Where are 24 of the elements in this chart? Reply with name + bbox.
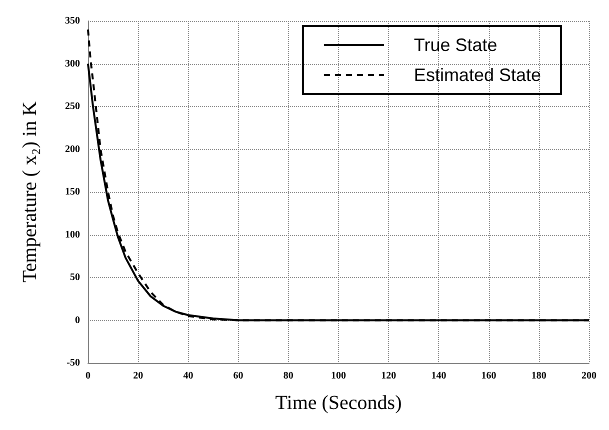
x-tick-label: 100 bbox=[331, 370, 346, 382]
y-tick-label: 250 bbox=[65, 101, 80, 112]
x-tick-label: 160 bbox=[481, 370, 496, 382]
y-tick-label: 100 bbox=[65, 229, 80, 240]
y-tick-label: 200 bbox=[65, 144, 80, 155]
y-tick-label: 50 bbox=[70, 272, 80, 283]
y-tick-label: -50 bbox=[66, 358, 80, 368]
y-tick-label: 300 bbox=[65, 58, 80, 70]
legend-label: True State bbox=[414, 35, 498, 55]
x-tick-label: 180 bbox=[531, 370, 546, 382]
x-tick-label: 120 bbox=[381, 370, 396, 382]
y-tick-label: 150 bbox=[65, 186, 80, 198]
x-axis-title: Time (Seconds) bbox=[275, 392, 402, 414]
x-tick-label: 140 bbox=[431, 370, 446, 382]
x-tick-label: 60 bbox=[233, 370, 244, 382]
x-tick-label: 0 bbox=[86, 370, 90, 382]
y-tick-label: 0 bbox=[75, 314, 80, 326]
legend-label: Estimated State bbox=[414, 65, 542, 85]
y-axis-title: Temperature ( x₂) in K bbox=[19, 100, 41, 283]
x-tick-label: 80 bbox=[283, 370, 294, 382]
x-tick-label: 40 bbox=[183, 370, 194, 382]
y-tick-label: 350 bbox=[65, 16, 80, 26]
x-tick-label: 200 bbox=[582, 370, 596, 382]
x-tick-label: 20 bbox=[133, 370, 144, 382]
